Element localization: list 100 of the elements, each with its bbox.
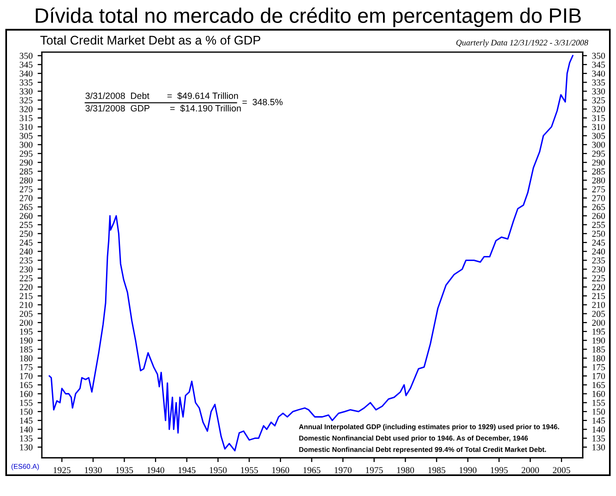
x-tick-label: 1925 [54, 467, 71, 474]
y2-tick-label: 345 [592, 62, 605, 68]
y-tick-label: 205 [20, 310, 33, 317]
y2-tick-label: 165 [592, 382, 605, 388]
y2-tick-label: 270 [592, 195, 605, 202]
annotation: = 348.5% [242, 98, 283, 106]
y-tick-label: 300 [20, 142, 33, 148]
y2-tick-label: 280 [592, 177, 605, 184]
y2-tick-label: 290 [592, 160, 605, 166]
y2-tick-label: 205 [592, 310, 605, 317]
y2-tick-label: 240 [592, 248, 605, 255]
y-tick-label: 340 [20, 70, 33, 77]
y2-tick-label: 315 [592, 115, 605, 122]
line-series [48, 54, 574, 452]
x-tick-label: 1945 [178, 467, 196, 474]
y-tick-label: 330 [20, 88, 33, 94]
y-tick-label: 185 [20, 346, 33, 352]
y-tick-label: 155 [20, 400, 33, 406]
y-tick-label: 315 [20, 115, 33, 122]
y2-tick-label: 180 [592, 355, 605, 362]
x-tick-label: 1995 [490, 467, 508, 474]
x-tick-label: 1930 [84, 467, 102, 474]
y2-tick-label: 185 [592, 346, 605, 352]
y-tick-label: 230 [20, 266, 33, 272]
y-tick-label: 195 [20, 328, 33, 335]
y2-tick-label: 130 [592, 444, 605, 450]
y2-tick-label: 225 [592, 275, 605, 282]
y2-tick-label: 265 [592, 204, 605, 210]
y-tick-label: 190 [20, 337, 33, 344]
text: Quarterly Data 12/31/1922 - 3/31/2008 [456, 40, 588, 48]
y2-tick-label: 150 [592, 408, 605, 415]
y2-tick-label: 275 [592, 186, 605, 192]
y2-tick-label: 330 [592, 88, 605, 94]
y-tick-label: 200 [20, 320, 33, 326]
y-tick-label: 145 [20, 418, 33, 424]
y2-tick-label: 160 [592, 390, 605, 397]
y-tick-label: 140 [20, 426, 33, 433]
y-tick-label: 325 [20, 97, 33, 104]
y-tick-label: 275 [20, 186, 33, 192]
y-tick-label: 245 [20, 240, 33, 246]
y-tick-label: 320 [20, 106, 33, 112]
y-tick-label: 130 [20, 444, 33, 450]
y2-tick-label: 170 [592, 373, 605, 380]
y-tick-label: 250 [20, 230, 33, 237]
y-tick-label: 135 [20, 435, 33, 442]
y-tick-label: 310 [20, 124, 33, 130]
y2-tick-label: 325 [592, 97, 605, 104]
y-tick-label: 280 [20, 177, 33, 184]
x-tick-label: 1950 [210, 467, 227, 474]
y2-tick-label: 235 [592, 257, 605, 264]
chart-title: Dívida total no mercado de crédito em percentagem do PIB [36, 7, 581, 28]
y-tick-label: 225 [20, 275, 33, 282]
y2-tick-label: 145 [592, 418, 605, 424]
y-tick-label: 180 [20, 355, 33, 362]
chart-subtitle: Total Credit Market Debt as a % of GDP [40, 35, 260, 45]
x-tick-label: 1940 [147, 467, 164, 474]
y-tick-label: 290 [20, 160, 33, 166]
y2-tick-label: 260 [592, 212, 605, 220]
y2-tick-label: 190 [592, 337, 605, 344]
x-tick-label: 1955 [241, 467, 258, 474]
x-tick-label: 2000 [522, 467, 539, 474]
y2-tick-label: 285 [592, 168, 605, 175]
y-tick-label: 215 [20, 293, 33, 300]
y-tick-label: 235 [20, 257, 33, 264]
y2-tick-label: 195 [592, 328, 605, 335]
x-tick-label: 1935 [116, 467, 133, 474]
y2-tick-label: 230 [592, 266, 605, 272]
y2-tick-label: 200 [592, 320, 605, 326]
y-tick-label: 270 [20, 195, 33, 202]
x-tick-label: 1975 [366, 467, 383, 474]
y-tick-label: 240 [20, 248, 33, 255]
y2-tick-label: 250 [592, 230, 605, 237]
y2-tick-label: 255 [592, 222, 605, 228]
y-tick-label: 260 [20, 212, 33, 220]
y-tick-label: 175 [20, 364, 33, 370]
y-tick-label: 170 [20, 373, 33, 380]
y2-tick-label: 335 [592, 79, 605, 86]
y-tick-label: 220 [20, 284, 33, 290]
x-tick-label: 1965 [303, 467, 320, 474]
y2-tick-label: 350 [592, 52, 605, 59]
y-tick-label: 165 [20, 382, 33, 388]
y2-tick-label: 155 [592, 400, 605, 406]
y2-tick-label: 305 [592, 132, 605, 139]
y-tick-label: 345 [20, 62, 33, 68]
y-tick-label: 305 [20, 132, 33, 139]
y-tick-label: 210 [20, 302, 33, 308]
y2-tick-label: 175 [592, 364, 605, 370]
y-tick-label: 350 [20, 52, 33, 59]
annotation: 3/31/2008 GDP = $14.190 Trillion [86, 104, 241, 112]
y-tick-label: 295 [20, 150, 33, 157]
y-tick-label: 150 [20, 408, 33, 415]
y-tick-label: 285 [20, 168, 33, 175]
x-tick-label: 2005 [552, 467, 570, 474]
x-tick-label: 1960 [272, 467, 290, 474]
y2-tick-label: 140 [592, 426, 605, 433]
y2-tick-label: 310 [592, 124, 605, 130]
x-tick-label: 1980 [397, 467, 414, 474]
y2-tick-label: 210 [592, 302, 605, 308]
y2-tick-label: 320 [592, 106, 605, 112]
x-tick-label: 1990 [460, 467, 477, 474]
